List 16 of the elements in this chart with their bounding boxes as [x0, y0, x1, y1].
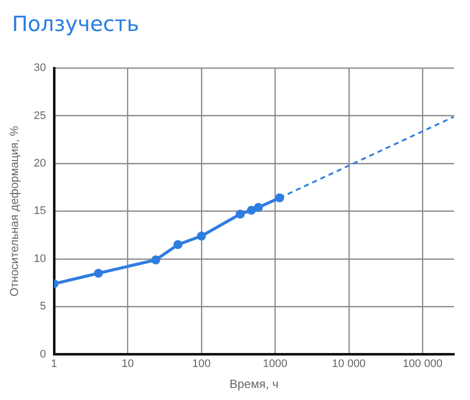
x-tick-label: 100: [192, 358, 211, 370]
y-tick-label: 15: [34, 205, 46, 218]
y-tick-label: 5: [40, 300, 46, 313]
x-tick-label: 10: [122, 358, 134, 370]
x-tick-label: 10 000: [332, 358, 366, 370]
y-tick-label: 20: [34, 158, 46, 170]
y-axis-title: Относительная деформация, %: [9, 126, 22, 297]
x-axis-title: Время, ч: [230, 377, 279, 392]
y-tick-label: 10: [34, 252, 46, 265]
y-tick-label: 25: [34, 110, 46, 122]
x-tick-label: 100 000: [402, 358, 442, 370]
x-tick-label: 1000: [262, 358, 288, 370]
y-tick-label: 30: [34, 62, 46, 74]
x-tick-label: 1: [50, 358, 58, 370]
y-tick-label: 0: [40, 348, 46, 360]
chart-title: Ползучесть: [12, 12, 140, 36]
